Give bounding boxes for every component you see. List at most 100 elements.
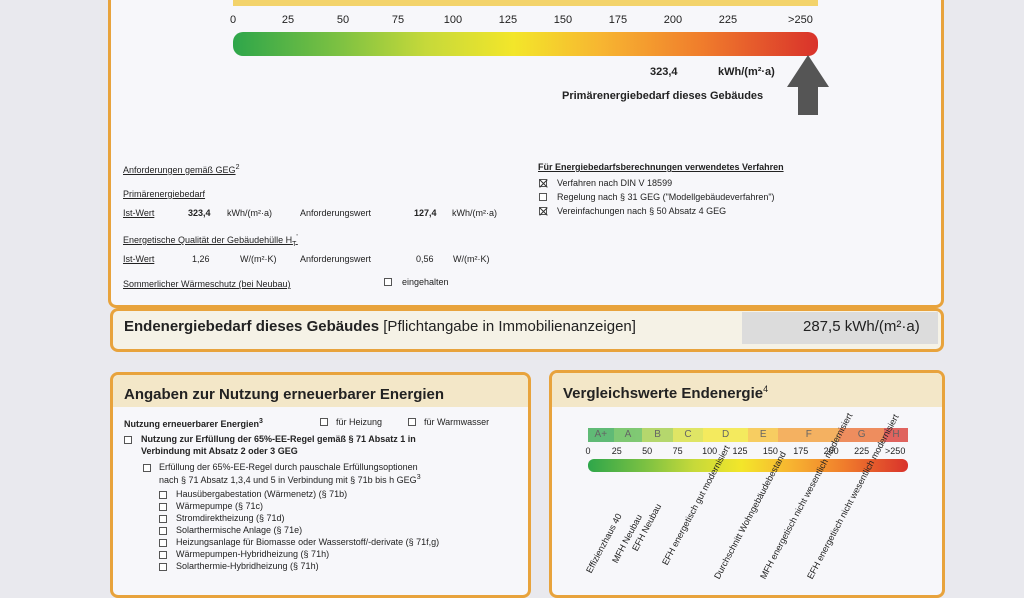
option-checkbox[interactable]: [159, 515, 167, 523]
primary-requirement-title: Primärenergiebedarf: [123, 189, 206, 199]
tick-label: >250: [788, 14, 813, 26]
tick-label: 75: [391, 14, 405, 26]
arrow-up-icon: [787, 55, 829, 117]
tick-label: 200: [823, 446, 839, 456]
renewables-header: [113, 375, 528, 407]
ist2-unit: W/(m²·K): [240, 254, 277, 264]
procedure-heading: Für Energiebedarfsberechnungen verwendet…: [538, 162, 784, 172]
flat-rate-line1: Erfüllung der 65%-EE-Regel durch pauscha…: [159, 462, 418, 472]
tick-label: 50: [336, 14, 350, 26]
primary-energy-unit: kWh/(m²·a): [718, 66, 775, 78]
tick-label: 25: [281, 14, 295, 26]
energy-class-band: F: [778, 428, 840, 442]
ist-unit: kWh/(m²·a): [227, 208, 272, 218]
comparison-scale-ticks: 0 25 50 75 100 125 150 175 200 225 >250: [585, 446, 908, 458]
final-energy-value-box: [742, 312, 938, 344]
energy-class-band: A+: [588, 428, 614, 442]
requirement2-label: Anforderungswert: [300, 254, 372, 264]
summer-checkbox[interactable]: [384, 278, 392, 286]
final-energy-value: 287,5 kWh/(m²·a): [803, 318, 920, 335]
ist2-value: 1,26: [192, 254, 210, 264]
requirement2-unit: W/(m²·K): [453, 254, 490, 264]
energy-class-band: G: [839, 428, 884, 442]
procedure-checkbox-model[interactable]: [539, 193, 547, 201]
option-label: Wärmepumpen-Hybridheizung (§ 71h): [176, 549, 330, 559]
renewables-title: Angaben zur Nutzung erneuerbarer Energie…: [124, 386, 445, 403]
option-checkbox[interactable]: [159, 503, 167, 511]
energy-class-band: E: [748, 428, 779, 442]
tick-label: 100: [702, 446, 718, 456]
tick-label: 150: [762, 446, 778, 456]
tick-label: 225: [718, 14, 738, 26]
procedure-checkbox-simplified[interactable]: [539, 207, 547, 215]
option-checkbox[interactable]: [159, 491, 167, 499]
envelope-title: Energetische Qualität der Gebäudehülle H…: [123, 234, 298, 248]
final-energy-label: Endenergiebedarf dieses Gebäudes [Pflich…: [124, 318, 636, 335]
energy-class-band: C: [672, 428, 704, 442]
option-label: Hausübergabestation (Wärmenetz) (§ 71b): [176, 489, 348, 499]
comparison-panel: [549, 370, 945, 598]
top-scale-ticks: 0 25 50 75 100 125 150 175 200 225 >250: [229, 14, 818, 28]
energy-class-band: B: [642, 428, 673, 442]
option-label: Stromdirektheizung (§ 71d): [176, 513, 285, 523]
energy-class-band: D: [703, 428, 748, 442]
renewables-panel: [110, 372, 531, 598]
tick-label: 125: [498, 14, 518, 26]
flat-rate-checkbox[interactable]: [143, 464, 151, 472]
requirement-label: Anforderungswert: [300, 208, 372, 218]
hot-water-checkbox[interactable]: [408, 418, 416, 426]
energy-class-band: H: [884, 428, 908, 442]
top-energy-gradient-bar: [233, 32, 818, 56]
ist2-label: Ist-Wert: [123, 254, 155, 264]
tick-label: 100: [443, 14, 463, 26]
tick-label: 50: [642, 446, 653, 456]
tick-label: 150: [553, 14, 573, 26]
tick-label: 75: [672, 446, 683, 456]
option-label: Heizungsanlage für Biomasse oder Wassers…: [176, 537, 440, 547]
heating-label: für Heizung: [336, 417, 383, 427]
procedure-label: Vereinfachungen nach § 50 Absatz 4 GEG: [557, 206, 727, 216]
heating-checkbox[interactable]: [320, 418, 328, 426]
primary-energy-value: 323,4: [650, 66, 678, 78]
tick-label: 125: [732, 446, 748, 456]
ist-label: Ist-Wert: [123, 208, 155, 218]
energy-class-bands: A+ A B C D E F G H: [588, 428, 908, 442]
tick-label: 25: [611, 446, 622, 456]
requirement-unit: kWh/(m²·a): [452, 208, 497, 218]
tick-label: >250: [885, 446, 906, 456]
requirements-heading: Anforderungen gemäß GEG2: [123, 164, 240, 175]
comparison-title: Vergleichswerte Endenergie4: [563, 384, 769, 402]
renewables-use-label: Nutzung erneuerbarer Energien3: [124, 418, 263, 429]
option-label: Solarthermische Anlage (§ 71e): [176, 525, 303, 535]
hot-water-label: für Warmwasser: [424, 417, 490, 427]
tick-label: 175: [793, 446, 809, 456]
flat-rate-line2: nach § 71 Absatz 1,3,4 und 5 in Verbindu…: [159, 474, 421, 485]
top-class-strip: [233, 0, 818, 6]
ee-rule-checkbox[interactable]: [124, 436, 132, 444]
summer-protection-label: Sommerlicher Wärmeschutz (bei Neubau): [123, 279, 291, 289]
tick-label: 0: [585, 446, 591, 456]
option-label: Wärmepumpe (§ 71c): [176, 501, 264, 511]
tick-label: 200: [663, 14, 683, 26]
tick-label: 175: [608, 14, 628, 26]
procedure-label: Regelung nach § 31 GEG ("Modellgebäudeve…: [557, 192, 775, 202]
option-checkbox[interactable]: [159, 539, 167, 547]
option-checkbox[interactable]: [159, 551, 167, 559]
primary-energy-caption: Primärenergiebedarf dieses Gebäudes: [562, 90, 764, 102]
ee-rule-line1: Nutzung zur Erfüllung der 65%-EE-Regel g…: [141, 434, 416, 444]
tick-label: 0: [229, 14, 237, 26]
ee-rule-line2: Verbindung mit Absatz 2 oder 3 GEG: [141, 446, 298, 456]
energy-class-band: A: [613, 428, 643, 442]
requirement2-value: 0,56: [416, 254, 434, 264]
procedure-checkbox-din[interactable]: [539, 179, 547, 187]
option-checkbox[interactable]: [159, 527, 167, 535]
option-checkbox[interactable]: [159, 563, 167, 571]
ist-value: 323,4: [188, 208, 211, 218]
procedure-label: Verfahren nach DIN V 18599: [557, 178, 673, 188]
tick-label: 225: [854, 446, 870, 456]
requirement-value: 127,4: [414, 208, 437, 218]
comparison-gradient-bar: [588, 459, 908, 472]
summer-check-label: eingehalten: [402, 277, 449, 287]
option-label: Solarthermie-Hybridheizung (§ 71h): [176, 561, 319, 571]
comparison-header: [552, 373, 942, 407]
